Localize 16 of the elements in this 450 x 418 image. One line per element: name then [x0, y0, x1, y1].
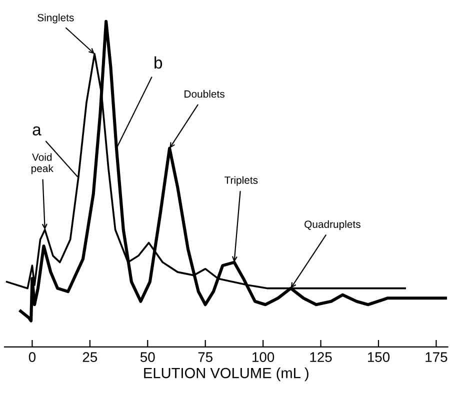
annotation: Void peak — [32, 153, 54, 174]
x-tick-label: 75 — [198, 352, 212, 362]
annotation: Quadruplets — [304, 220, 360, 230]
x-tick-label: 150 — [368, 352, 390, 362]
x-tick-label: 100 — [252, 352, 274, 362]
x-tick-label: 175 — [426, 352, 448, 362]
x-tick-label: 50 — [140, 352, 155, 362]
annotation: Triplets — [224, 176, 258, 186]
x-tick-label: 0 — [28, 352, 36, 362]
annotation: Doublets — [184, 90, 224, 98]
text: b — [154, 56, 162, 69]
text: a — [32, 126, 42, 136]
x-tick-label: 25 — [82, 352, 98, 362]
x-axis-title: ELUTION VOLUME (mL ) — [144, 368, 308, 382]
annotation: Singlets — [38, 14, 74, 24]
x-tick-label: 125 — [310, 352, 332, 362]
